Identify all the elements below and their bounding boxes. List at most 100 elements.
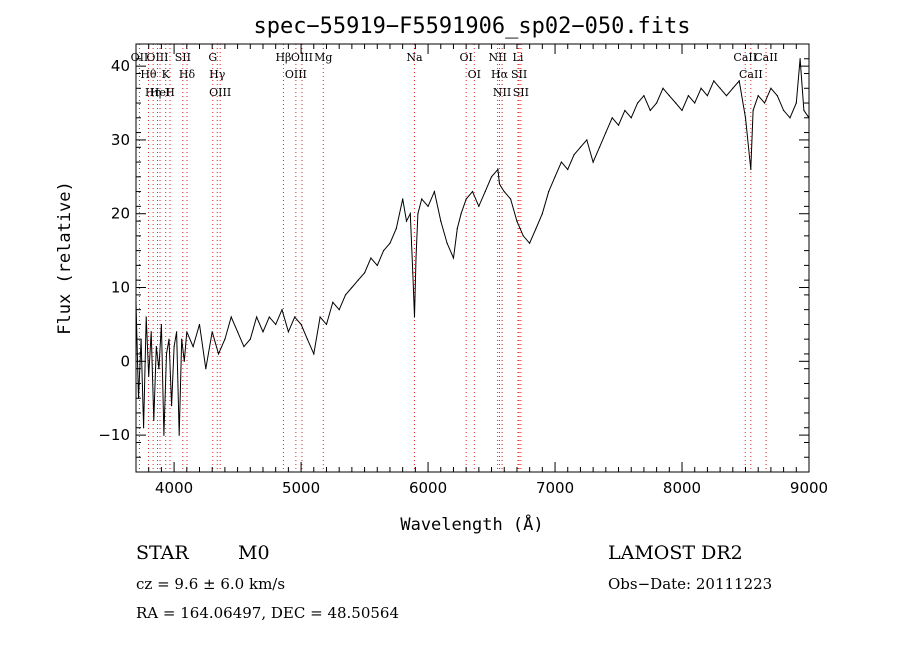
spectrum-point: [617, 124, 620, 126]
spectrum-point: [417, 213, 419, 215]
spectrum-point: [649, 109, 651, 112]
line-label: OIII: [291, 51, 313, 64]
line-label: CaII: [739, 68, 763, 81]
y-tick-label: 20: [111, 205, 130, 223]
spectrum-point: [636, 102, 639, 104]
line-label: SII: [511, 68, 527, 81]
spectrum-point: [783, 109, 785, 112]
line-label: Hβ: [275, 51, 291, 64]
spectrum-point: [497, 168, 499, 171]
spectrum-point: [522, 235, 524, 237]
spectrum-point: [262, 331, 264, 333]
spectrum-point: [567, 168, 569, 171]
spectrum-point: [460, 213, 462, 215]
spectrum-point: [338, 309, 340, 311]
cz-value: cz = 9.6 ± 6.0 km/s: [136, 575, 286, 593]
spectrum-point: [275, 323, 277, 326]
spectrum-point: [516, 220, 518, 222]
x-tick-label: 8000: [663, 479, 701, 497]
spectrum-point: [554, 176, 556, 178]
spectrum-point: [795, 102, 797, 104]
spectrum-point: [630, 117, 632, 119]
spectrum-point: [605, 131, 607, 134]
spectrum-series: [135, 58, 810, 436]
obs-date: Obs−Date: 20111223: [608, 575, 773, 593]
spectrum-point: [158, 368, 160, 370]
line-label: OI: [459, 51, 472, 64]
spectrum-point: [186, 331, 188, 333]
line-label: OIII: [146, 51, 168, 64]
spectrum-point: [183, 360, 185, 362]
line-label: OIII: [209, 86, 231, 99]
spectrum-point: [592, 161, 594, 163]
line-label: NII: [493, 86, 511, 99]
spectrum-point: [243, 345, 245, 348]
x-tick-label: 9000: [790, 479, 828, 497]
spectrum-point: [383, 250, 385, 252]
line-label: OI: [468, 68, 481, 81]
spectrum-point: [160, 323, 162, 326]
spectrum-point: [484, 190, 486, 193]
spectrum-point: [249, 338, 251, 340]
spectrum-point: [789, 117, 791, 119]
spectrum-point: [700, 87, 702, 89]
spectrum-point: [725, 95, 728, 97]
spectrum-point: [268, 316, 270, 318]
spectrum-point: [738, 80, 740, 82]
y-tick-label: 10: [111, 279, 130, 297]
spectrum-point: [440, 220, 442, 222]
spectrum-point: [732, 87, 734, 89]
spectrum-point: [332, 301, 334, 303]
spectrum-point: [236, 331, 239, 333]
spectrum-point: [541, 213, 543, 215]
line-label: Mg: [314, 51, 332, 64]
spectrum-point: [675, 102, 677, 104]
line-label: G: [208, 51, 217, 64]
line-label: NII: [488, 51, 506, 64]
spectrum-point: [294, 316, 296, 318]
spectrum-point: [662, 87, 664, 89]
spectrum-point: [770, 87, 772, 89]
spectrum-point: [205, 368, 207, 370]
spectrum-point: [799, 58, 801, 60]
spectrum-point: [405, 220, 408, 222]
spectrum-point: [681, 109, 683, 112]
spectrum-point: [287, 331, 289, 333]
spectrum-point: [415, 257, 417, 259]
spectrum-point: [143, 427, 145, 429]
chart-title: spec−55919−F5591906_sp02−050.fits: [253, 14, 690, 39]
spectrum-point: [412, 272, 414, 274]
spectrum-point: [573, 154, 575, 156]
y-axis-label: Flux (relative): [55, 181, 75, 335]
spectrum-point: [395, 227, 397, 230]
line-label: SII: [513, 86, 529, 99]
spectrum-point: [478, 205, 480, 207]
spectrum-point: [509, 198, 512, 200]
line-label: Hα: [491, 68, 509, 81]
spectrum-point: [313, 353, 315, 355]
survey-label: LAMOST DR2: [608, 542, 743, 564]
spectrum-point: [421, 198, 423, 200]
spectrum-point: [351, 286, 353, 289]
spectrum-point: [744, 117, 747, 119]
spectrum-point: [687, 95, 689, 97]
line-label: OII: [131, 51, 149, 64]
y-tick-label: −10: [98, 426, 130, 444]
x-axis-label: Wavelength (Å): [400, 513, 543, 535]
spectrum-point: [153, 419, 155, 421]
spectrum-point: [803, 109, 805, 112]
spectrum-point: [363, 272, 366, 274]
spectrum-point: [465, 198, 467, 200]
spectrum-point: [471, 190, 474, 193]
spectrum-point: [148, 375, 150, 377]
spectral-line-markers: [138, 44, 767, 472]
spectrum-point: [611, 117, 613, 119]
line-label: Hη: [145, 86, 161, 99]
spectrum-point: [757, 95, 759, 97]
x-tick-label: 4000: [155, 479, 193, 497]
line-label: Hγ: [209, 68, 226, 81]
spectrum-point: [165, 353, 168, 355]
subclass-label: M0: [238, 542, 270, 564]
